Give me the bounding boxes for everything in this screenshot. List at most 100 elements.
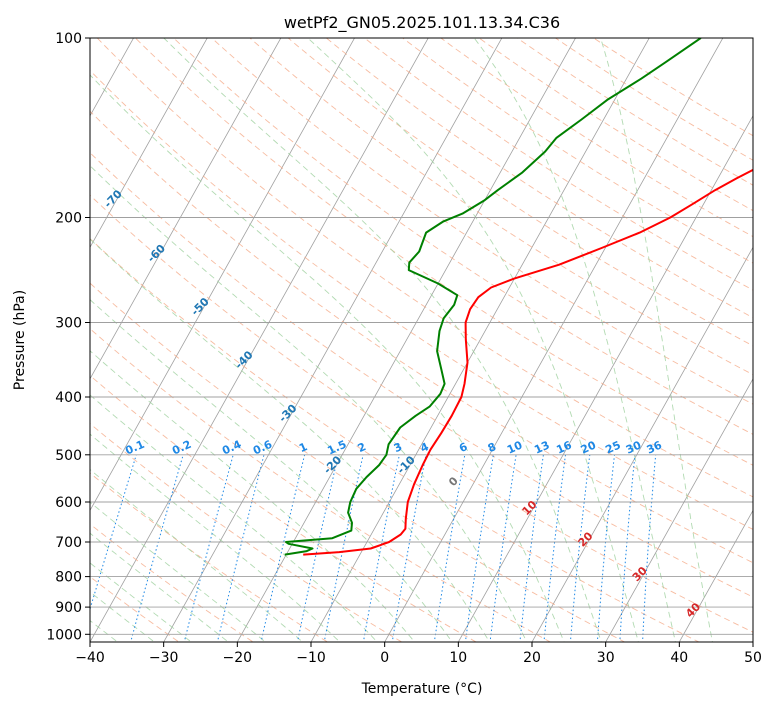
dry-adiabat-line xyxy=(90,110,753,564)
dry-adiabat-line xyxy=(90,69,753,530)
mixing-ratio-label: 3 xyxy=(392,440,404,455)
dry-adiabat-label: -80 xyxy=(59,132,82,155)
y-tick-label: 1000 xyxy=(46,627,82,643)
moist-adiabat-line xyxy=(163,38,602,642)
mixing-ratio-label: 6 xyxy=(457,440,470,455)
y-tick-label: 300 xyxy=(55,316,82,332)
y-tick-label: 500 xyxy=(55,448,82,464)
moist-adiabat-line xyxy=(307,38,639,642)
x-tick-label: 20 xyxy=(523,650,541,666)
moist-adiabat-label: 40 xyxy=(683,600,703,620)
x-tick-label: 30 xyxy=(597,650,615,666)
moist-adiabat-line xyxy=(90,394,378,642)
x-tick-label: −10 xyxy=(296,650,326,666)
dry-adiabat-line xyxy=(554,38,753,161)
mixing-ratio-line xyxy=(183,454,234,642)
dry-adiabat-line xyxy=(134,38,753,466)
moist-adiabat-label: 20 xyxy=(576,529,596,549)
x-axis-ticks: −40 −30 −20 −10 0 10 20 30 40 50 xyxy=(75,642,762,666)
y-tick-label: 900 xyxy=(55,600,82,616)
moist-adiabat-line xyxy=(90,350,416,642)
moist-adiabat-line xyxy=(90,532,230,642)
dry-adiabat-line xyxy=(211,38,753,405)
mixing-ratio-line xyxy=(519,454,544,642)
isotherm-line xyxy=(163,38,503,642)
x-tick-label: 10 xyxy=(449,650,467,666)
mixing-ratio-line xyxy=(596,454,615,642)
mixing-ratio-label: 13 xyxy=(532,439,551,457)
mixing-ratio-line xyxy=(464,454,494,642)
y-tick-label: 700 xyxy=(55,535,82,551)
isotherm-line xyxy=(678,509,753,642)
moist-adiabat-label: 10 xyxy=(520,498,540,518)
mixing-ratio-line xyxy=(323,454,364,642)
mixing-ratio-line xyxy=(543,454,566,642)
mixing-ratio-line xyxy=(619,454,636,642)
moist-adiabat-line xyxy=(90,433,341,642)
isotherm-line xyxy=(90,38,208,249)
dry-adiabat-line xyxy=(90,194,753,633)
mixing-ratio-label: 2 xyxy=(356,440,368,455)
moist-adiabat-line xyxy=(90,501,267,642)
y-tick-label: 400 xyxy=(55,390,82,406)
x-tick-label: −20 xyxy=(223,650,253,666)
mixing-ratio-line xyxy=(489,454,517,642)
plot-frame xyxy=(89,37,754,643)
isotherm-line xyxy=(90,38,429,642)
mixing-ratio-label: 16 xyxy=(554,438,574,456)
mixing-ratio-line xyxy=(296,454,339,642)
dry-adiabat-line xyxy=(90,423,403,642)
mixing-ratio-label: 20 xyxy=(579,438,599,456)
dry-adiabat-line xyxy=(172,38,753,435)
y-tick-label: 800 xyxy=(55,570,82,586)
dry-adiabat-line xyxy=(401,38,753,264)
mixing-ratio-label: 30 xyxy=(624,438,644,456)
dry-adiabat-label: -90 xyxy=(16,77,39,100)
x-axis-label: Temperature (°C) xyxy=(361,681,483,697)
isotherm-line xyxy=(752,641,753,642)
mixing-ratio-line xyxy=(642,454,657,642)
dry-adiabat-line xyxy=(592,38,753,137)
moist-adiabat-line xyxy=(90,562,193,642)
dry-adiabat-line xyxy=(96,38,753,498)
mixing-ratio-lines xyxy=(90,454,657,642)
moist-adiabat-line xyxy=(90,74,565,642)
y-axis-label: Pressure (hPa) xyxy=(12,290,28,390)
moist-adiabat-line xyxy=(90,238,490,642)
moist-adiabat-line xyxy=(90,299,453,642)
dry-adiabat-line xyxy=(363,38,753,291)
mixing-ratio-label: 25 xyxy=(603,439,622,457)
moist-adiabat-line xyxy=(600,38,713,642)
isotherm-line xyxy=(384,38,724,642)
moist-adiabat-line xyxy=(90,165,528,642)
mixing-ratio-line xyxy=(216,454,265,642)
profile-series xyxy=(284,38,753,556)
isotherm-line xyxy=(531,246,753,642)
y-axis-ticks: 100 200 300 400 500 600 700 800 900 1000 xyxy=(46,31,90,643)
chart-title: wetPf2_GN05.2025.101.13.34.C36 xyxy=(284,13,560,33)
dry-adiabat-line xyxy=(287,38,753,347)
pressure-grid-lines xyxy=(90,38,753,635)
x-tick-label: 50 xyxy=(744,650,762,666)
x-tick-label: −40 xyxy=(75,650,105,666)
temperature-line xyxy=(303,168,753,556)
isotherm-line xyxy=(90,38,356,512)
mixing-ratio-line xyxy=(130,454,184,642)
y-tick-label: 200 xyxy=(55,211,82,227)
isotherm-line xyxy=(236,38,577,642)
mixing-ratio-line xyxy=(90,454,137,611)
isotherm-line xyxy=(457,114,753,642)
dry-adiabat-line xyxy=(90,238,700,642)
dry-adiabat-lines xyxy=(90,38,753,642)
mixing-ratio-line xyxy=(260,454,306,642)
x-tick-label: 40 xyxy=(670,650,688,666)
dry-adiabat-line xyxy=(90,152,753,598)
dry-adiabat-line xyxy=(90,374,477,642)
dewpoint-line xyxy=(284,38,702,556)
mixing-ratio-line xyxy=(569,454,591,642)
isotherm-line xyxy=(605,378,753,642)
mixing-ratio-label: 10 xyxy=(505,438,525,456)
isotherm-line xyxy=(90,38,282,380)
y-tick-label: 100 xyxy=(55,31,82,47)
